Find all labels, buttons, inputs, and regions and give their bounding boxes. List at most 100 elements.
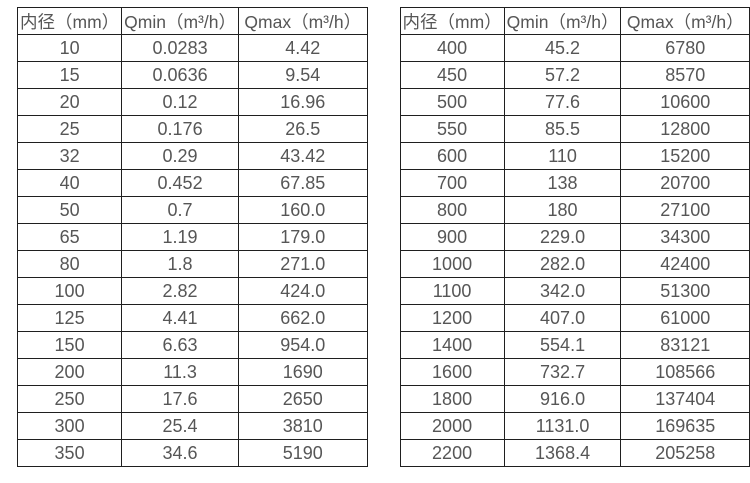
table-cell: 6780 xyxy=(620,34,750,62)
table-row: 20 0.12 16.96 xyxy=(16,88,368,116)
table-cell: 17.6 xyxy=(121,385,239,413)
table-cell: 271.0 xyxy=(237,250,368,278)
table-cell: 16.96 xyxy=(237,88,368,116)
table-cell: 1368.4 xyxy=(503,439,622,467)
table-row: 250 17.6 2650 xyxy=(16,385,368,413)
column-header: 内径（mm） xyxy=(399,7,505,35)
table-cell: 34.6 xyxy=(121,439,239,467)
table-cell: 732.7 xyxy=(503,358,622,386)
table-row: 25 0.176 26.5 xyxy=(16,115,368,143)
table-cell: 916.0 xyxy=(503,385,622,413)
table-cell: 0.0283 xyxy=(121,34,239,62)
table-cell: 800 xyxy=(399,196,505,224)
table-row: 10 0.0283 4.42 xyxy=(16,34,368,62)
table-row: 300 25.4 3810 xyxy=(16,412,368,440)
table-cell: 205258 xyxy=(620,439,750,467)
table-cell: 42400 xyxy=(620,250,750,278)
table-cell: 450 xyxy=(399,61,505,89)
table-cell: 179.0 xyxy=(237,223,368,251)
table-cell: 1131.0 xyxy=(503,412,622,440)
table-cell: 600 xyxy=(399,142,505,170)
table-row: 1600 732.7 108566 xyxy=(399,358,750,386)
table-cell: 1.8 xyxy=(121,250,239,278)
table-cell: 80 xyxy=(16,250,123,278)
table-cell: 550 xyxy=(399,115,505,143)
table-cell: 300 xyxy=(16,412,123,440)
table-row: 1200 407.0 61000 xyxy=(399,304,750,332)
table-row: 800 180 27100 xyxy=(399,196,750,224)
table-cell: 50 xyxy=(16,196,123,224)
table-row: 700 138 20700 xyxy=(399,169,750,197)
table-cell: 4.42 xyxy=(237,34,368,62)
table-cell: 200 xyxy=(16,358,123,386)
table-cell: 250 xyxy=(16,385,123,413)
table-row: 400 45.2 6780 xyxy=(399,34,750,62)
table-cell: 554.1 xyxy=(503,331,622,359)
table-cell: 67.85 xyxy=(237,169,368,197)
table-cell: 400 xyxy=(399,34,505,62)
table-cell: 0.176 xyxy=(121,115,239,143)
table-cell: 0.12 xyxy=(121,88,239,116)
table-row: 65 1.19 179.0 xyxy=(16,223,368,251)
table-cell: 0.7 xyxy=(121,196,239,224)
table-row: 1100 342.0 51300 xyxy=(399,277,750,305)
table-cell: 2650 xyxy=(237,385,368,413)
table-cell: 57.2 xyxy=(503,61,622,89)
table-cell: 40 xyxy=(16,169,123,197)
table-cell: 1800 xyxy=(399,385,505,413)
table-cell: 160.0 xyxy=(237,196,368,224)
table-cell: 342.0 xyxy=(503,277,622,305)
table-row: 2200 1368.4 205258 xyxy=(399,439,750,467)
table-cell: 26.5 xyxy=(237,115,368,143)
table-cell: 900 xyxy=(399,223,505,251)
table-cell: 1000 xyxy=(399,250,505,278)
table-cell: 100 xyxy=(16,277,123,305)
header-row: 内径（mm） Qmin（m³/h） Qmax（m³/h） xyxy=(16,7,368,35)
table-cell: 424.0 xyxy=(237,277,368,305)
table-row: 450 57.2 8570 xyxy=(399,61,750,89)
table-cell: 8570 xyxy=(620,61,750,89)
table-cell: 1100 xyxy=(399,277,505,305)
table-row: 1000 282.0 42400 xyxy=(399,250,750,278)
table-row: 1800 916.0 137404 xyxy=(399,385,750,413)
table-cell: 77.6 xyxy=(503,88,622,116)
column-header: Qmax（m³/h） xyxy=(620,7,750,35)
table-row: 50 0.7 160.0 xyxy=(16,196,368,224)
table-cell: 1600 xyxy=(399,358,505,386)
table-cell: 61000 xyxy=(620,304,750,332)
table-cell: 11.3 xyxy=(121,358,239,386)
table-row: 500 77.6 10600 xyxy=(399,88,750,116)
table-cell: 2200 xyxy=(399,439,505,467)
table-cell: 1200 xyxy=(399,304,505,332)
table-cell: 51300 xyxy=(620,277,750,305)
table-cell: 125 xyxy=(16,304,123,332)
table-cell: 6.63 xyxy=(121,331,239,359)
table-cell: 45.2 xyxy=(503,34,622,62)
table-cell: 2.82 xyxy=(121,277,239,305)
table-cell: 0.0636 xyxy=(121,61,239,89)
table-cell: 32 xyxy=(16,142,123,170)
table-cell: 25.4 xyxy=(121,412,239,440)
table-row: 125 4.41 662.0 xyxy=(16,304,368,332)
table-row: 32 0.29 43.42 xyxy=(16,142,368,170)
table-row: 600 110 15200 xyxy=(399,142,750,170)
table-cell: 12800 xyxy=(620,115,750,143)
table-cell: 20700 xyxy=(620,169,750,197)
table-cell: 1400 xyxy=(399,331,505,359)
table-row: 80 1.8 271.0 xyxy=(16,250,368,278)
table-cell: 407.0 xyxy=(503,304,622,332)
table-cell: 20 xyxy=(16,88,123,116)
table-cell: 180 xyxy=(503,196,622,224)
table-cell: 110 xyxy=(503,142,622,170)
flow-spec-table-large-diameters: 内径（mm） Qmin（m³/h） Qmax（m³/h） 400 45.2 6780 45… xyxy=(399,7,750,467)
table-cell: 9.54 xyxy=(237,61,368,89)
table-cell: 500 xyxy=(399,88,505,116)
table-cell: 954.0 xyxy=(237,331,368,359)
table-row: 350 34.6 5190 xyxy=(16,439,368,467)
table-cell: 5190 xyxy=(237,439,368,467)
table-cell: 15 xyxy=(16,61,123,89)
column-header: Qmin（m³/h） xyxy=(503,7,622,35)
header-row: 内径（mm） Qmin（m³/h） Qmax（m³/h） xyxy=(399,7,750,35)
table-cell: 85.5 xyxy=(503,115,622,143)
